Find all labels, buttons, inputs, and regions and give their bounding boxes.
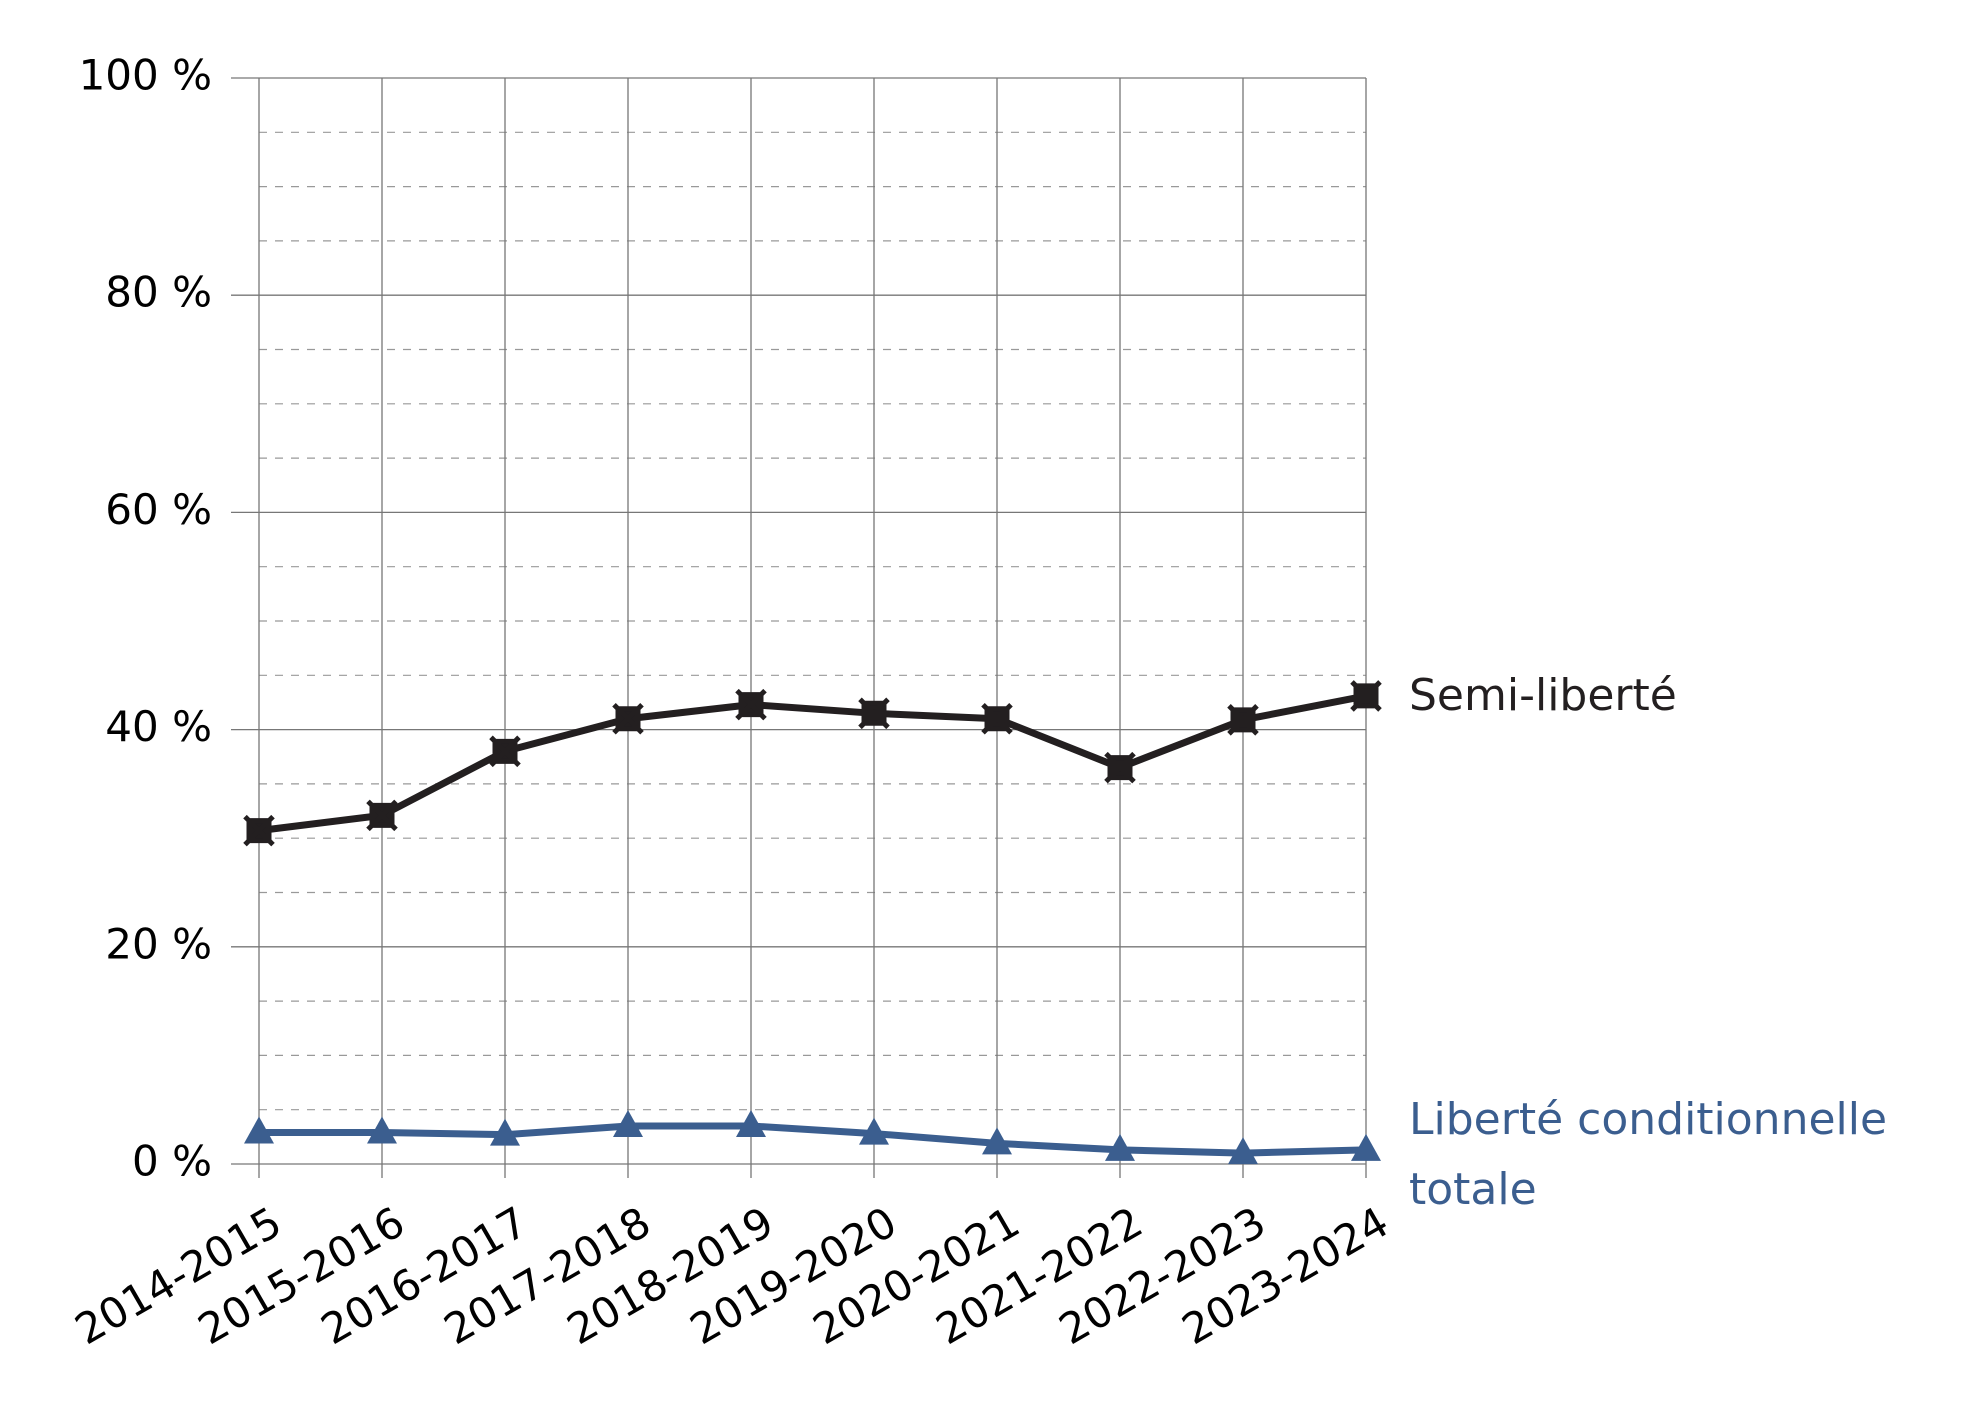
marker <box>859 1117 889 1145</box>
marker <box>489 735 521 768</box>
y-tick-label: 60 % <box>105 485 212 534</box>
series-label: Semi-liberté <box>1409 669 1677 721</box>
marker <box>1351 1133 1381 1161</box>
marker <box>736 1109 766 1137</box>
series-label: Liberté conditionnelle totale <box>1409 1093 1888 1215</box>
marker <box>367 1116 397 1144</box>
marker <box>490 1118 520 1146</box>
marker <box>243 814 275 847</box>
series-line <box>258 692 1367 835</box>
marker <box>613 1109 643 1137</box>
marker <box>858 697 890 730</box>
marker <box>1228 1137 1258 1165</box>
marker <box>981 702 1013 735</box>
marker <box>735 688 767 721</box>
y-tick-label: 100 % <box>79 51 212 100</box>
marker <box>1227 704 1259 736</box>
y-tick-label: 80 % <box>105 268 212 317</box>
marker <box>366 799 398 832</box>
marker <box>982 1127 1012 1155</box>
series-line <box>259 1122 1367 1157</box>
marker <box>612 702 644 735</box>
y-tick-label: 40 % <box>105 702 212 751</box>
y-tick-label: 0 % <box>132 1137 212 1186</box>
marker <box>1350 680 1382 712</box>
marker <box>1104 751 1136 784</box>
y-tick-label: 20 % <box>105 919 212 968</box>
marker <box>244 1116 274 1144</box>
marker <box>1105 1133 1135 1161</box>
